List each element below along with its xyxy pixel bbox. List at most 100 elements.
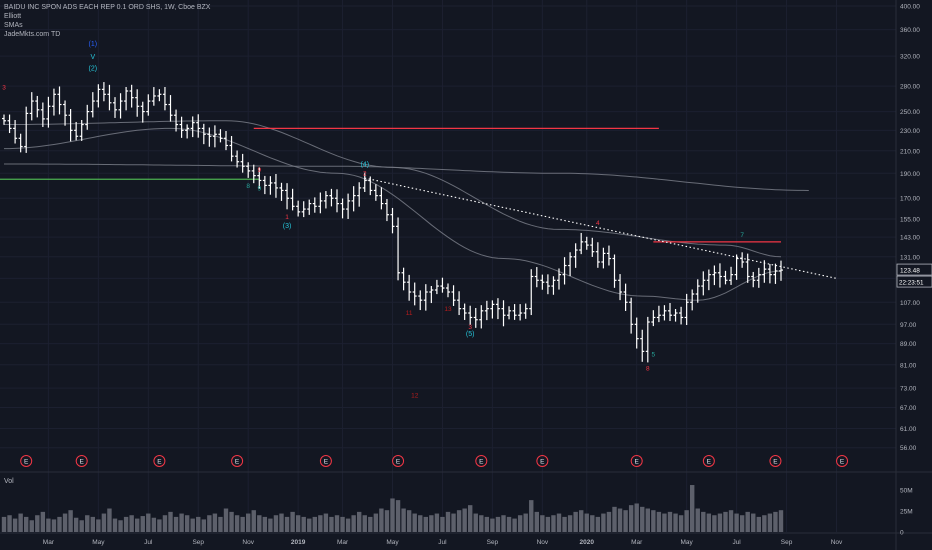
indicator-td[interactable]: JadeMkts.com TD bbox=[4, 31, 61, 38]
earnings-marker[interactable]: E bbox=[319, 455, 332, 467]
price-bar bbox=[351, 186, 356, 212]
horizontal-levels[interactable] bbox=[0, 127, 781, 243]
price-tick-label: 81.00 bbox=[900, 362, 917, 369]
price-bar bbox=[301, 201, 306, 218]
indicator-elliott[interactable]: Elliott bbox=[4, 13, 22, 20]
earnings-marker[interactable]: E bbox=[231, 455, 244, 467]
price-bar bbox=[63, 100, 68, 126]
price-bar bbox=[135, 89, 140, 117]
price-bar bbox=[40, 102, 45, 128]
earnings-marker-circle bbox=[702, 455, 715, 467]
volume-bar bbox=[617, 508, 623, 532]
price-bar bbox=[212, 125, 217, 148]
price-bar bbox=[457, 291, 462, 316]
volume-bar bbox=[773, 511, 778, 532]
price-bar bbox=[434, 279, 439, 295]
price-bar bbox=[68, 109, 73, 142]
earnings-marker[interactable]: E bbox=[475, 455, 488, 467]
volume-bar bbox=[146, 513, 151, 532]
price-bar bbox=[207, 127, 212, 147]
price-bar bbox=[74, 121, 79, 141]
volume-bar bbox=[529, 500, 534, 532]
price-bar bbox=[540, 274, 545, 290]
price-bar bbox=[312, 197, 317, 213]
time-axis[interactable]: Mar May Jul Sep Nov 2019 Mar May Jul Sep Nov 2020 Ma… bbox=[43, 539, 843, 546]
volume-pane-label[interactable]: Vol bbox=[4, 478, 14, 485]
price-tick-label: 97.00 bbox=[900, 322, 917, 329]
earnings-marker-circle bbox=[536, 455, 549, 467]
volume-axis[interactable]: 50M 25M 0 bbox=[900, 488, 913, 537]
price-bar bbox=[473, 308, 478, 328]
volume-bar bbox=[723, 511, 728, 532]
price-bar bbox=[729, 266, 734, 285]
chart-legend[interactable]: BAIDU INC SPON ADS EACH REP 0.1 ORD SHS,… bbox=[4, 3, 210, 39]
earnings-marker[interactable]: E bbox=[153, 455, 166, 467]
price-bar bbox=[107, 84, 112, 111]
volume-bar bbox=[651, 510, 656, 532]
earnings-marker-circle bbox=[153, 455, 166, 467]
price-bar bbox=[251, 164, 256, 184]
earnings-marker-circle bbox=[75, 455, 88, 467]
volume-bar bbox=[340, 516, 345, 532]
price-badges: 123.48 22:23:51 bbox=[896, 263, 932, 288]
earnings-marker[interactable]: E bbox=[392, 455, 405, 467]
price-bar bbox=[224, 130, 228, 151]
volume-bar bbox=[212, 513, 218, 532]
volume-bar bbox=[634, 503, 639, 532]
time-tick-label: Nov bbox=[831, 539, 843, 546]
volume-bar bbox=[184, 515, 190, 532]
price-axis[interactable]: 400.00 360.00 320.00 280.00 250.00 230.00 210.… bbox=[900, 4, 920, 453]
volume-bar bbox=[623, 510, 628, 532]
td-count-label: 8 bbox=[646, 365, 650, 372]
earnings-marker[interactable]: E bbox=[769, 455, 782, 467]
earnings-marker[interactable]: E bbox=[836, 455, 849, 467]
td-count-label: 3 bbox=[2, 84, 6, 91]
price-bar bbox=[634, 317, 639, 349]
volume-bar bbox=[229, 511, 234, 532]
earnings-marker[interactable]: E bbox=[702, 455, 715, 467]
volume-bar bbox=[423, 516, 428, 532]
price-bar bbox=[706, 269, 711, 291]
price-bar bbox=[734, 254, 739, 280]
price-tick-label: 190.00 bbox=[900, 171, 920, 178]
volume-bar bbox=[329, 516, 334, 532]
price-bar bbox=[124, 86, 129, 111]
volume-bar bbox=[223, 508, 229, 532]
price-bar bbox=[151, 87, 156, 106]
volume-bar bbox=[218, 516, 223, 532]
price-bar bbox=[684, 293, 689, 326]
volume-bar bbox=[678, 515, 684, 532]
td-count-label: 1 bbox=[285, 214, 289, 221]
volume-bar bbox=[445, 511, 451, 532]
price-tick-label: 143.00 bbox=[900, 235, 920, 242]
volume-bar bbox=[162, 515, 168, 532]
volume-bar bbox=[662, 513, 667, 532]
td-count-label: 9 bbox=[257, 167, 261, 174]
earnings-marker-letter: E bbox=[80, 459, 85, 466]
earnings-marker[interactable]: E bbox=[630, 455, 643, 467]
last-price-value: 123.48 bbox=[900, 268, 920, 275]
earnings-marker-letter: E bbox=[157, 459, 162, 466]
volume-bar bbox=[540, 515, 545, 532]
volume-bar bbox=[406, 510, 412, 532]
price-bar bbox=[118, 93, 123, 119]
earnings-marker[interactable]: E bbox=[75, 455, 88, 467]
price-bar bbox=[273, 174, 278, 198]
time-tick-label: Jul bbox=[732, 539, 741, 546]
trendline-layer[interactable] bbox=[364, 177, 837, 279]
price-bar bbox=[651, 310, 656, 327]
wave-label: (1) bbox=[89, 41, 98, 48]
price-bar bbox=[779, 260, 783, 281]
wave-label: (3) bbox=[283, 223, 292, 230]
time-tick-label: Sep bbox=[192, 539, 204, 546]
indicator-smas[interactable]: SMAs bbox=[4, 22, 23, 29]
symbol-title[interactable]: BAIDU INC SPON ADS EACH REP 0.1 ORD SHS,… bbox=[4, 4, 211, 11]
earnings-marker[interactable]: E bbox=[536, 455, 549, 467]
earnings-marker[interactable]: E bbox=[20, 455, 33, 467]
price-bar bbox=[623, 283, 628, 311]
price-bar bbox=[246, 162, 251, 178]
price-bar bbox=[368, 176, 373, 196]
price-bar bbox=[712, 265, 717, 286]
